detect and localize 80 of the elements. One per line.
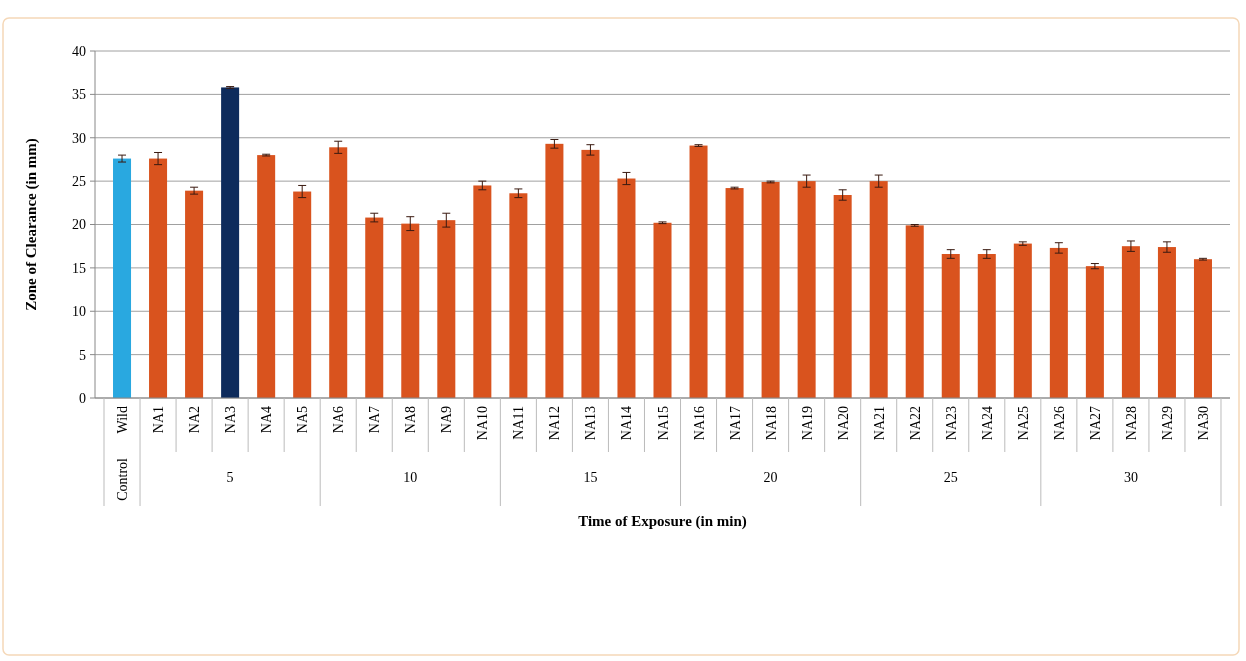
bar <box>1157 247 1176 398</box>
text: 20 <box>763 470 778 485</box>
bar <box>293 191 312 398</box>
y-tick-label: 10 <box>72 304 86 320</box>
y-tick-label: 30 <box>72 130 86 146</box>
x-tick-label: NA18 <box>763 406 779 441</box>
x-tick-label: NA24 <box>979 406 995 441</box>
x-tick-label: NA28 <box>1123 406 1139 441</box>
bar <box>509 193 528 398</box>
bar <box>437 220 456 398</box>
bar <box>1121 246 1140 398</box>
x-tick-label: NA26 <box>1051 406 1067 441</box>
x-tick-label: NA25 <box>1015 406 1031 441</box>
text: 25 <box>943 470 958 485</box>
bar <box>473 185 492 398</box>
bar <box>329 147 348 398</box>
y-tick-label: 20 <box>72 217 86 233</box>
x-tick-label: NA16 <box>691 406 707 441</box>
x-tick-label: NA14 <box>619 406 635 441</box>
x-tick-label: NA15 <box>655 406 671 441</box>
bar <box>545 143 564 398</box>
x-tick-label: NA22 <box>907 406 923 441</box>
bar <box>113 158 132 398</box>
bar <box>221 87 240 398</box>
bar <box>581 149 600 398</box>
bar <box>761 181 780 398</box>
bar <box>365 217 384 398</box>
y-tick-label: 5 <box>79 347 86 363</box>
bar <box>617 178 636 398</box>
x-tick-label: NA6 <box>331 406 347 434</box>
y-tick-label: 15 <box>72 260 86 276</box>
x-tick-label: NA2 <box>187 406 203 434</box>
text: 30 <box>1123 470 1138 485</box>
bar <box>1049 247 1068 398</box>
x-tick-label: NA1 <box>151 406 167 434</box>
x-axis-title: Time of Exposure (in min) <box>578 513 747 530</box>
bar <box>833 195 852 398</box>
bar <box>653 222 672 398</box>
bar <box>869 181 888 398</box>
x-tick-label: NA9 <box>439 406 455 434</box>
x-tick-label: Wild <box>115 406 131 434</box>
bar <box>941 254 960 398</box>
y-tick-label: 40 <box>72 43 86 59</box>
x-tick-label: NA4 <box>259 406 275 434</box>
bar <box>977 254 996 398</box>
bar <box>689 145 708 398</box>
x-tick-label: NA29 <box>1159 406 1175 441</box>
bar <box>725 188 744 398</box>
bar <box>401 223 420 398</box>
y-tick-label: 25 <box>72 174 86 190</box>
x-tick-label: NA7 <box>367 406 383 434</box>
y-tick-label: 0 <box>79 390 86 406</box>
y-tick-label: 35 <box>72 87 86 103</box>
bar <box>1193 259 1212 398</box>
x-tick-label: NA3 <box>223 406 239 434</box>
x-tick-label: NA12 <box>547 406 563 441</box>
bar <box>797 181 816 398</box>
x-tick-label: NA10 <box>475 406 491 441</box>
bar <box>1013 243 1032 398</box>
x-tick-label: NA19 <box>799 406 815 441</box>
y-axis-title: Zone of Clearance (in mm) <box>23 138 40 311</box>
x-tick-label: NA17 <box>727 406 743 441</box>
x-tick-label: NA23 <box>943 406 959 441</box>
x-tick-label: NA11 <box>511 406 527 440</box>
text: 10 <box>403 470 418 485</box>
text: 5 <box>226 470 234 485</box>
bar <box>905 225 924 398</box>
bar <box>1085 266 1104 398</box>
text: 15 <box>583 470 598 485</box>
x-tick-label: NA21 <box>871 406 887 441</box>
x-tick-label: NA8 <box>403 406 419 434</box>
text: Control <box>115 457 131 501</box>
bar <box>185 190 204 398</box>
x-tick-label: NA20 <box>835 406 851 441</box>
bar <box>257 155 276 398</box>
x-tick-label: NA5 <box>295 406 311 434</box>
x-tick-label: NA30 <box>1195 406 1211 441</box>
x-tick-label: NA27 <box>1087 406 1103 441</box>
bar <box>149 158 168 398</box>
x-tick-label: NA13 <box>583 406 599 441</box>
